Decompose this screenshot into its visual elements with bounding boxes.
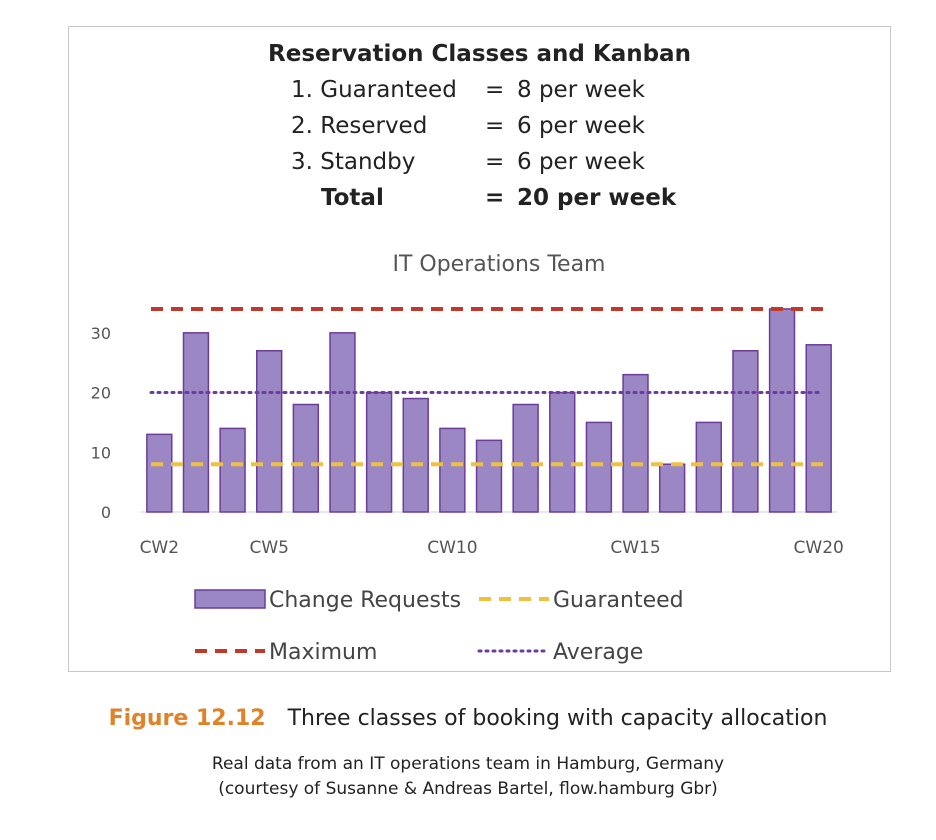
chart-title: IT Operations Team: [392, 252, 605, 277]
equals-sign: =: [485, 185, 505, 211]
bar-change-requests: [182, 332, 210, 513]
bar-change-requests: [256, 350, 283, 513]
bar-change-requests: [365, 391, 393, 513]
x-tick-label: CW20: [794, 538, 844, 558]
equals-sign: =: [485, 149, 505, 175]
reservation-title: Reservation Classes and Kanban: [268, 41, 691, 67]
reservation-label: 1. Guaranteed: [291, 77, 457, 103]
legend-label-guaranteed: Guaranteed: [553, 588, 684, 613]
chart: IT Operations Team 0 10 20 30 CW2 CW5 CW10 CW15 C…: [91, 252, 844, 665]
figure-caption: Figure 12.12 Three classes of booking wit…: [0, 706, 936, 731]
reservation-value: 20 per week: [517, 185, 677, 211]
reservation-label: Total: [321, 185, 384, 211]
bar-change-requests: [475, 439, 503, 513]
legend-label-maximum: Maximum: [269, 640, 377, 665]
equals-sign: =: [485, 77, 505, 103]
reservation-value: 6 per week: [517, 113, 645, 139]
bar-change-requests: [329, 332, 356, 513]
bar-change-requests: [622, 373, 649, 513]
figure-caption-text: Three classes of booking with capacity a…: [287, 706, 828, 731]
reservation-row-total: Total = 20 per week: [69, 185, 890, 221]
x-tick-label: CW15: [610, 538, 660, 558]
reservation-value: 6 per week: [517, 149, 645, 175]
bar-change-requests: [512, 403, 539, 513]
equals-sign: =: [485, 113, 505, 139]
y-tick-label: 20: [91, 384, 111, 403]
figure-note-line: Real data from an IT operations team in …: [211, 754, 725, 774]
x-tick-label: CW5: [249, 538, 288, 558]
bar-change-requests: [439, 427, 466, 513]
bar-change-requests: [402, 397, 429, 513]
figure-note-line: (courtesy of Susanne & Andreas Bartel, f…: [218, 779, 718, 799]
reservation-row-guaranteed: 1. Guaranteed = 8 per week: [69, 77, 890, 113]
figure-note: Real data from an IT operations team in …: [0, 752, 936, 802]
reservation-label: 3. Standby: [291, 149, 416, 175]
reservation-value: 8 per week: [517, 77, 645, 103]
y-tick-label: 0: [101, 503, 111, 522]
reservation-label: 2. Reserved: [291, 113, 428, 139]
y-tick-label: 30: [91, 324, 111, 343]
figure-frame: Reservation Classes and Kanban 1. Guaran…: [68, 26, 891, 672]
reservation-row-standby: 3. Standby = 6 per week: [69, 149, 890, 185]
x-tick-label: CW2: [140, 538, 180, 558]
bar-change-requests: [146, 433, 173, 513]
bar-change-requests: [658, 463, 686, 513]
reservation-row-reserved: 2. Reserved = 6 per week: [69, 113, 890, 149]
legend-label-change-requests: Change Requests: [269, 588, 461, 613]
bar-change-requests: [292, 403, 320, 513]
figure-number: Figure 12.12: [108, 706, 266, 731]
bar-change-requests: [549, 391, 576, 513]
bar-change-requests: [695, 421, 722, 513]
bar-change-requests: [732, 350, 759, 513]
bar-change-requests: [219, 427, 246, 513]
x-tick-label: CW10: [427, 538, 477, 558]
bar-change-requests: [805, 344, 832, 513]
bar-change-requests: [768, 308, 796, 513]
y-tick-label: 10: [91, 443, 111, 462]
legend-label-average: Average: [553, 640, 643, 665]
bar-change-requests: [585, 421, 613, 513]
legend-swatch-change-requests: [194, 589, 266, 609]
